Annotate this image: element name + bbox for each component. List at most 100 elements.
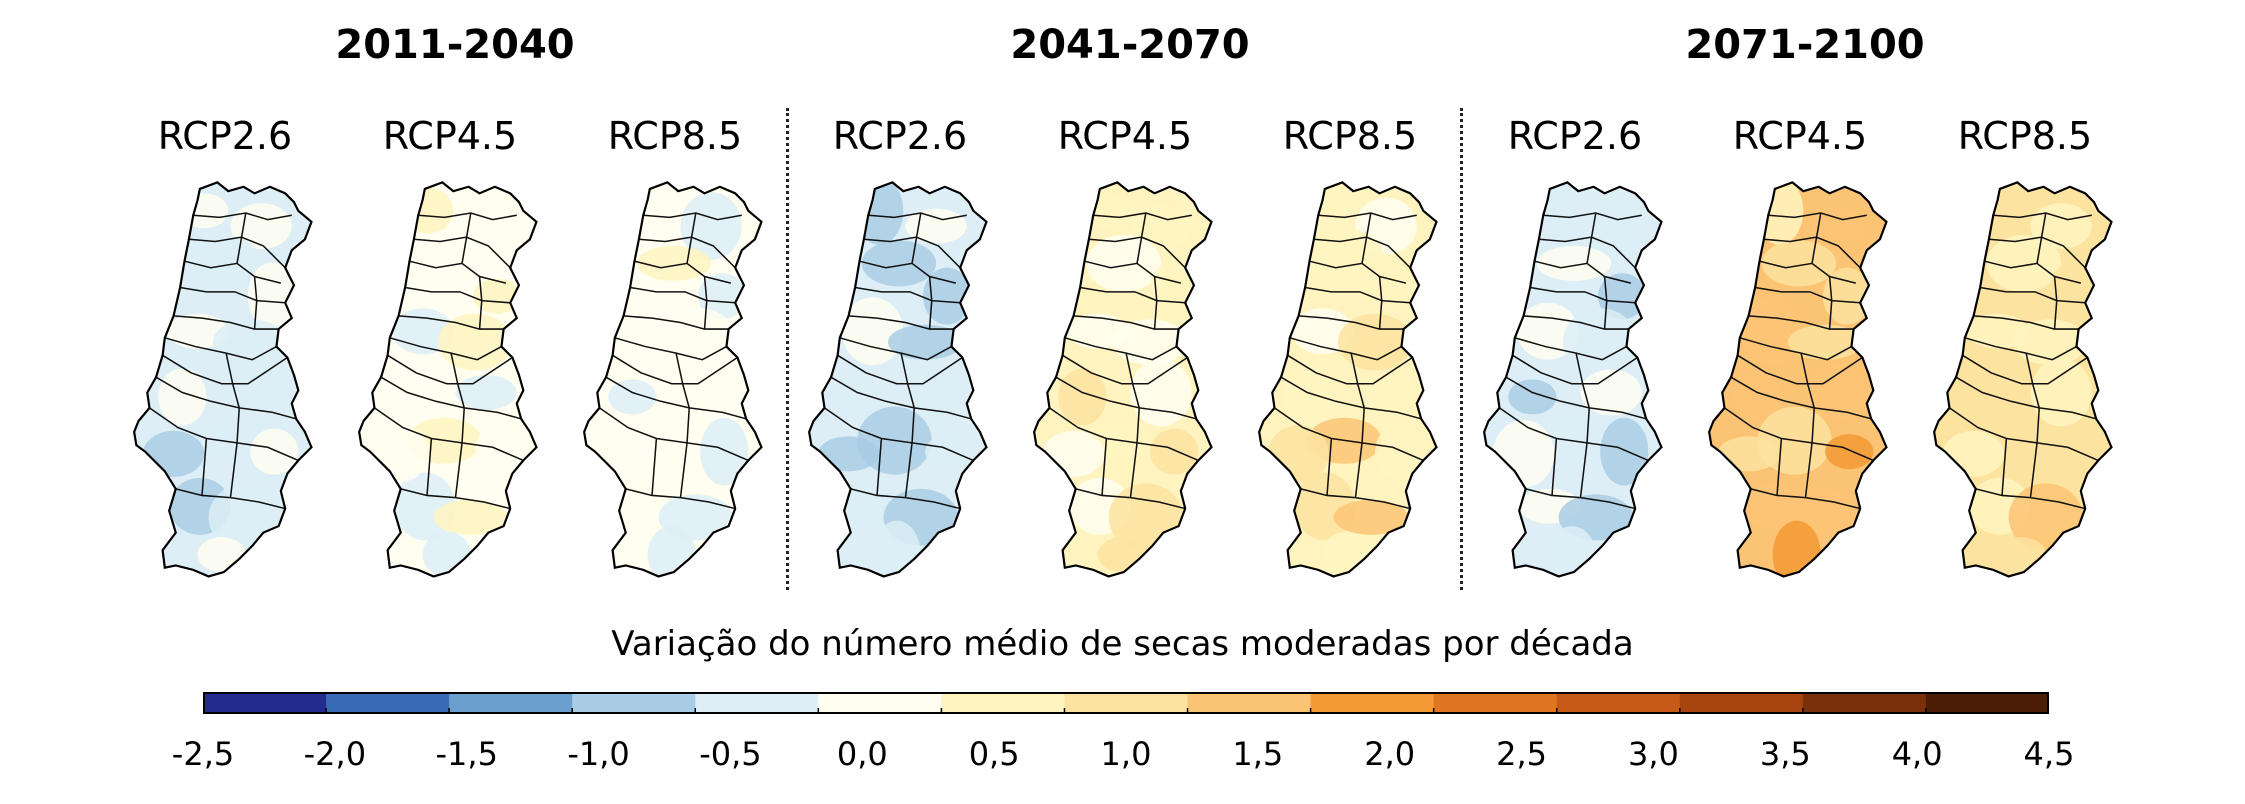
map-shade xyxy=(700,417,749,486)
map-shade xyxy=(1966,313,2029,349)
colorbar-tick-label: 1,5 xyxy=(1232,735,1284,773)
map-panel-1-3 xyxy=(575,178,775,583)
district-border xyxy=(1062,354,1188,385)
map-shade xyxy=(1600,417,1649,486)
colorbar-bin xyxy=(1187,692,1312,714)
scenario-label-p2-rcp45: RCP4.5 xyxy=(1057,114,1193,158)
country-outline xyxy=(1483,181,1663,578)
district-border xyxy=(599,407,749,462)
map-panel-3-3 xyxy=(1925,178,2125,583)
colorbar-tick-label: -2,0 xyxy=(303,735,367,773)
map-shade xyxy=(1805,364,1867,421)
period-title-2041-2070: 2041-2070 xyxy=(1010,22,1250,68)
colorbar-tick-label: 2,0 xyxy=(1364,735,1416,773)
district-border xyxy=(1280,376,1422,420)
district-border xyxy=(1955,376,2097,420)
district-border xyxy=(173,315,279,330)
map-shade xyxy=(2030,358,2092,427)
map-shade xyxy=(1058,368,1107,426)
map-shade xyxy=(1375,423,1424,481)
district-border xyxy=(629,286,736,304)
colorbar-tick-label: 3,0 xyxy=(1627,735,1679,773)
colorbar-bin xyxy=(203,692,327,714)
district-border xyxy=(1973,315,2079,330)
district-border xyxy=(1125,352,1141,498)
colorbar-tick-label: 1,0 xyxy=(1100,735,1152,773)
district-border xyxy=(651,438,658,496)
district-border xyxy=(1153,276,1158,330)
colorbar-bin xyxy=(449,692,573,714)
map-panel-1-2 xyxy=(350,178,550,583)
map-shade xyxy=(433,499,509,535)
district-border xyxy=(1298,315,1404,330)
map-shade xyxy=(1772,520,1821,577)
map-shade xyxy=(1942,430,2005,477)
map-shade xyxy=(247,262,297,331)
district-border xyxy=(2025,352,2041,498)
district-border xyxy=(643,212,742,221)
district-border xyxy=(1361,212,1372,264)
district-border xyxy=(398,315,504,330)
district-border xyxy=(201,438,208,496)
map-shade xyxy=(1086,234,1162,292)
map-shade xyxy=(1822,267,1872,325)
map-shade xyxy=(1580,369,1642,416)
district-border xyxy=(162,354,288,385)
district-border xyxy=(1800,352,1816,498)
map-shade xyxy=(630,182,679,240)
map-shade xyxy=(1597,273,1647,320)
map-shade xyxy=(697,273,747,320)
district-border xyxy=(1505,376,1647,420)
map-shade xyxy=(250,428,299,475)
period-divider-1 xyxy=(786,108,789,590)
district-border xyxy=(253,276,258,330)
district-border xyxy=(387,354,513,385)
country-outline xyxy=(583,181,763,578)
map-shade xyxy=(592,419,655,488)
map-shade xyxy=(1066,313,1129,349)
map-panel-2-2 xyxy=(1025,178,1225,583)
district-border xyxy=(418,212,517,221)
period-divider-2 xyxy=(1460,108,1463,590)
map-shade xyxy=(472,278,522,314)
district-border xyxy=(703,276,708,330)
map-shade xyxy=(1333,499,1409,535)
district-border xyxy=(155,376,297,420)
district-border xyxy=(1055,376,1197,420)
map-shade xyxy=(180,193,229,229)
scenario-label-p3-rcp26: RCP2.6 xyxy=(1507,114,1643,158)
map-shade xyxy=(1580,192,1642,261)
map-shade xyxy=(1980,193,2029,229)
colorbar-tick-label: 3,5 xyxy=(1759,735,1811,773)
district-border xyxy=(164,337,277,361)
map-shade xyxy=(841,297,904,366)
district-border xyxy=(1979,286,2086,304)
map-shade xyxy=(405,187,454,234)
district-border xyxy=(1136,212,1147,264)
scenario-label-p3-rcp45: RCP4.5 xyxy=(1732,114,1868,158)
district-border xyxy=(1274,407,1424,462)
map-shade xyxy=(411,229,487,298)
map-shade xyxy=(475,423,524,481)
district-border xyxy=(837,354,963,385)
district-border xyxy=(1730,376,1872,420)
district-border xyxy=(824,407,974,462)
district-border xyxy=(236,212,247,264)
district-border xyxy=(1073,315,1179,330)
map-shade xyxy=(437,313,513,371)
colorbar-bin xyxy=(1925,692,2049,714)
map-shade xyxy=(872,520,921,577)
district-border xyxy=(461,212,472,264)
colorbar-tick-label: -1,0 xyxy=(567,735,630,773)
district-border xyxy=(686,212,697,264)
map-shade xyxy=(680,369,742,416)
colorbar-bin xyxy=(1556,692,1681,714)
legend-title: Variação do número médio de secas modera… xyxy=(611,624,1634,664)
map-shade xyxy=(817,436,880,472)
map-shade xyxy=(2012,319,2088,366)
colorbar-tick-label: -0,5 xyxy=(699,735,762,773)
map-shade xyxy=(1112,319,1188,366)
map-shade xyxy=(166,313,229,349)
district-border xyxy=(2053,276,2058,330)
map-shade xyxy=(2050,428,2099,475)
